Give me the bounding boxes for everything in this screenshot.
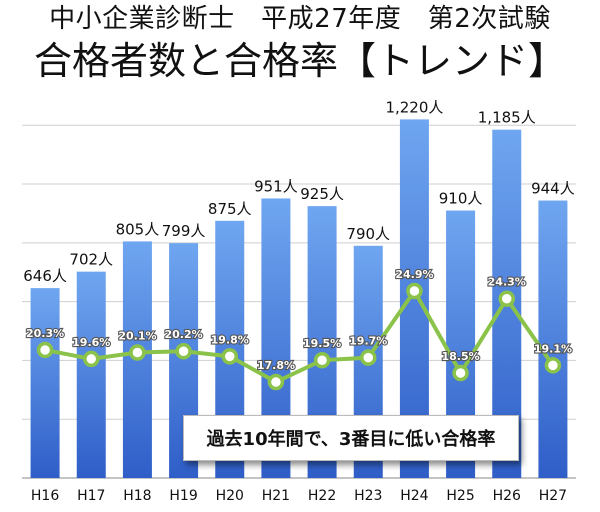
bar-H16 (30, 288, 60, 478)
x-tick-H18: H18 (123, 488, 151, 504)
rate-point-H24 (406, 282, 423, 300)
rate-point-H23 (360, 349, 377, 366)
x-labels: H16 H17 H18 H19 H20 H21 H22 H23 H24 H25 H26 H27 (31, 488, 567, 504)
rate-label-H21: 17.8% (257, 359, 295, 372)
bar-label-H18: 805人 (116, 220, 160, 238)
bar-label-H26: 1,185人 (478, 109, 536, 127)
rate-point-H22 (313, 351, 331, 369)
rate-label-H23: 19.7% (349, 335, 387, 348)
rate-point-H20 (221, 348, 238, 365)
bar-label-H22: 925人 (300, 185, 344, 203)
title-block: 中小企業診断士 平成27年度 第2次試験 合格者数と合格率【トレンド】 (0, 0, 600, 84)
bar-label-H19: 799人 (162, 222, 206, 240)
x-tick-H27: H27 (539, 488, 567, 504)
rate-point-H26 (498, 290, 515, 307)
bar-H27 (538, 200, 568, 478)
x-tick-H20: H20 (216, 488, 244, 504)
rate-label-H19: 20.2% (164, 328, 202, 341)
rate-point-H27 (544, 357, 562, 374)
x-tick-H23: H23 (354, 488, 382, 504)
bar-label-H25: 910人 (439, 190, 483, 208)
rate-label-H22: 19.5% (303, 337, 341, 350)
x-tick-H21: H21 (262, 488, 290, 504)
rate-label-H26: 24.3% (488, 276, 526, 289)
bar-label-H17: 702人 (69, 251, 113, 269)
rate-label-H24: 24.9% (395, 268, 433, 281)
x-tick-H26: H26 (493, 488, 521, 504)
rate-point-H18 (129, 344, 146, 361)
x-tick-H16: H16 (31, 488, 59, 504)
bar-label-H27: 944人 (531, 180, 575, 198)
bar-label-H24: 1,220人 (385, 98, 443, 116)
rate-labels: 20.3% 19.6% 20.1% 20.2% 19.8% 17.8% 19.5% 19.7%… (25, 267, 573, 373)
rate-label-H20: 19.8% (211, 333, 249, 346)
x-tick-H17: H17 (77, 488, 105, 504)
chart-subtitle: 中小企業診断士 平成27年度 第2次試験 (49, 4, 551, 34)
rate-point-H19 (175, 342, 192, 360)
rate-point-H21 (267, 373, 285, 391)
rate-label-H17: 19.6% (72, 336, 110, 349)
x-tick-H25: H25 (446, 488, 474, 504)
rate-line (36, 282, 562, 391)
rate-label-H25: 18.5% (441, 350, 479, 363)
rate-point-H16 (36, 341, 54, 359)
bar-label-H16: 646人 (23, 267, 67, 285)
rate-point-H17 (83, 350, 100, 368)
rate-point-H25 (452, 364, 469, 382)
x-tick-H19: H19 (169, 488, 197, 504)
bar-label-H20: 875人 (208, 200, 252, 218)
annotation-box: 過去10年間で、3番目に低い合格率 (183, 415, 519, 461)
x-tick-H24: H24 (400, 488, 428, 504)
chart-title: 合格者数と合格率【トレンド】 (33, 39, 566, 83)
annotation-text: 過去10年間で、3番目に低い合格率 (206, 429, 496, 450)
grid (22, 124, 576, 479)
rate-label-H18: 20.1% (118, 330, 156, 343)
bar-H17 (76, 271, 106, 478)
rate-label-H27: 19.1% (534, 342, 572, 355)
rate-label-H16: 20.3% (26, 327, 64, 340)
x-tick-H22: H22 (308, 488, 336, 504)
bar-label-H23: 790人 (346, 225, 390, 243)
bar-label-H21: 951人 (254, 177, 298, 195)
